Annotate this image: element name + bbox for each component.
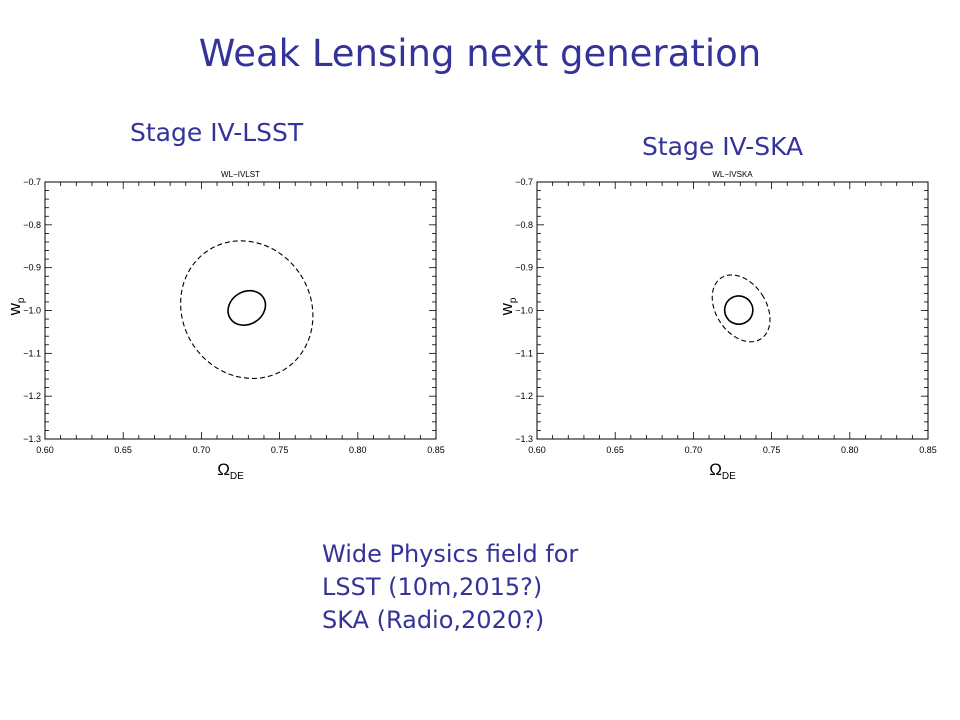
contour-inner-solid — [723, 295, 754, 325]
y-tick-label: −1.2 — [515, 391, 533, 401]
y-tick-label: −0.9 — [515, 263, 533, 273]
chart-ska: WL−IVSKA 0.60 0.65 0.70 0.75 0.80 0.85 −0.7 −0.8… — [497, 170, 937, 482]
y-tick-label: −1.0 — [23, 306, 41, 316]
x-axis-label: ΩDE — [217, 460, 244, 482]
x-tick-label: 0.80 — [349, 445, 367, 455]
y-tick-label: −1.3 — [23, 434, 41, 444]
x-tick-label: 0.60 — [528, 445, 546, 455]
y-axis-label: wp — [5, 297, 27, 316]
contour-inner-solid — [227, 289, 267, 326]
caption-line-2: LSST (10m,2015?) — [322, 573, 543, 601]
y-tick-label: −1.3 — [515, 434, 533, 444]
y-axis-label: wp — [497, 297, 519, 316]
y-tick-label: −1.1 — [23, 348, 41, 358]
y-tick-label: −0.7 — [23, 177, 41, 187]
x-tick-label: 0.65 — [114, 445, 132, 455]
contour-outer-dashed — [711, 274, 771, 343]
caption-line-3: SKA (Radio,2020?) — [322, 606, 545, 634]
y-tick-label: −1.1 — [515, 348, 533, 358]
plot-frame — [536, 181, 929, 440]
x-tick-label: 0.70 — [193, 445, 211, 455]
plot-title: WL−IVLST — [221, 170, 260, 179]
y-tick-label: −0.9 — [23, 263, 41, 273]
y-tick-label: −0.8 — [23, 220, 41, 230]
y-tick-label: −0.8 — [515, 220, 533, 230]
y-tick-label: −0.7 — [515, 177, 533, 187]
x-tick-label: 0.70 — [685, 445, 703, 455]
y-tick-label: −1.2 — [23, 391, 41, 401]
x-tick-label: 0.80 — [841, 445, 859, 455]
contour-outer-dashed — [180, 240, 314, 379]
x-tick-label: 0.85 — [919, 445, 937, 455]
caption-line-1: Wide Physics field for — [322, 540, 579, 568]
panel-label-lsst: Stage IV-LSST — [130, 118, 304, 147]
x-tick-label: 0.75 — [763, 445, 781, 455]
panel-label-ska: Stage IV-SKA — [642, 132, 804, 161]
plot-title: WL−IVSKA — [712, 170, 753, 179]
y-tick-label: −1.0 — [515, 306, 533, 316]
x-axis-label: ΩDE — [709, 460, 736, 482]
plot-frame — [44, 181, 437, 440]
caption: Wide Physics field for LSST (10m,2015?) … — [322, 538, 578, 637]
chart-lsst: WL−IVLST 0.60 0.65 0.70 0.75 0.80 0.85 −0.7 −0.8… — [5, 170, 445, 482]
slide-title: Weak Lensing next generation — [198, 32, 762, 75]
x-tick-label: 0.65 — [606, 445, 624, 455]
x-tick-label: 0.75 — [271, 445, 289, 455]
x-tick-label: 0.85 — [427, 445, 445, 455]
x-tick-label: 0.60 — [36, 445, 54, 455]
